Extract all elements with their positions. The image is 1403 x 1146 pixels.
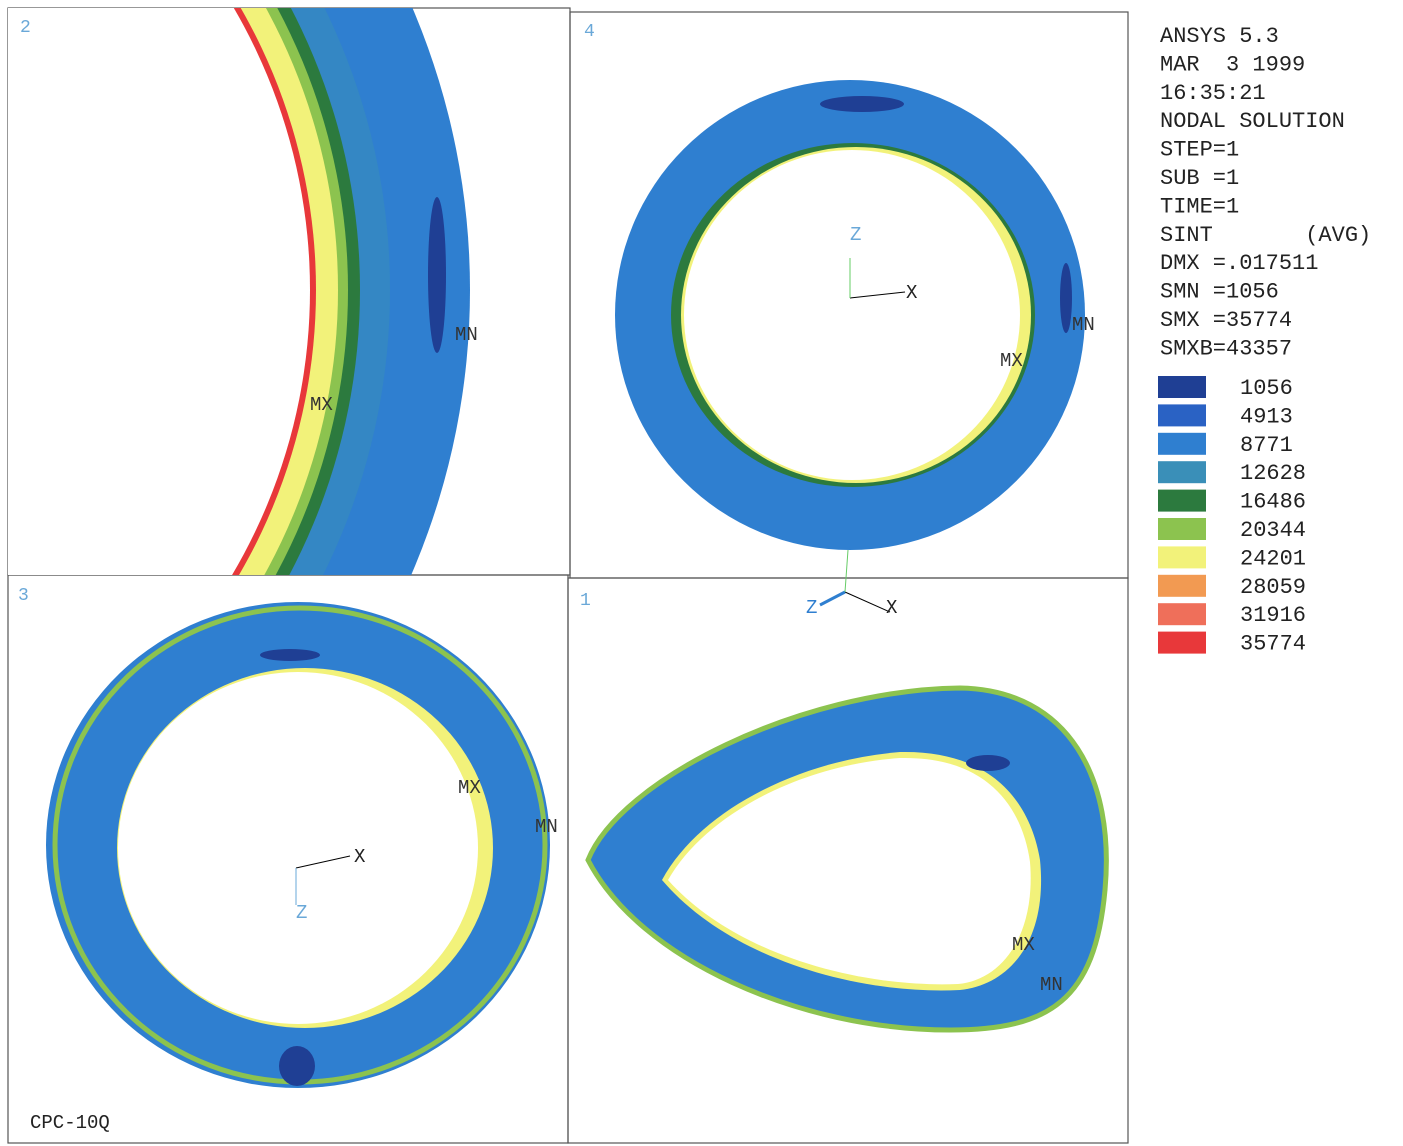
min-label: MN [535,816,558,838]
info-line: SMX =35774 [1160,308,1292,333]
viewport-number: 2 [20,18,31,38]
info-line: MAR 3 1999 [1160,52,1305,77]
max-label: MX [1012,934,1035,956]
legend-value: 8771 [1240,433,1293,458]
ring-iso-view [588,550,1106,1030]
legend-value: 35774 [1240,632,1306,657]
footer-label: CPC-10Q [30,1112,110,1134]
legend-swatch [1158,603,1206,625]
ring-front-view [615,80,1085,550]
ring-rear-view [46,602,550,1088]
legend-value: 4913 [1240,404,1293,429]
axis-label: X [886,597,898,619]
legend-value: 28059 [1240,575,1306,600]
info-line: ANSYS 5.3 [1160,24,1279,49]
axis-label: Z [296,902,307,924]
legend-value: 16486 [1240,490,1306,515]
axis-label: Z [806,597,817,619]
legend-swatch [1158,461,1206,483]
viewport-number: 1 [580,591,591,611]
min-label: MN [1072,314,1095,336]
min-label: MN [455,324,478,346]
max-label: MX [1000,350,1023,372]
info-line: TIME=1 [1160,194,1239,219]
info-panel: ANSYS 5.3 MAR 3 1999 16:35:21 NODAL SOLUTIO… [1158,24,1371,657]
legend-swatch [1158,404,1206,426]
ansys-plot: 2 MN MX 4 MN MX Z X 3 MX MN X Z 1 Z X MX… [0,0,1403,1146]
viewport-number: 3 [18,586,29,606]
legend-swatch [1158,376,1206,398]
info-line: SMN =1056 [1160,280,1279,305]
min-label: MN [1040,974,1063,996]
max-label: MX [310,394,333,416]
info-line: 16:35:21 [1160,81,1266,106]
viewport-number: 4 [584,22,595,42]
legend-value: 20344 [1240,518,1306,543]
axis-label: Z [850,224,861,246]
info-line: NODAL SOLUTION [1160,109,1345,134]
info-line: STEP=1 [1160,138,1239,163]
legend-value: 12628 [1240,461,1306,486]
axis-label: X [906,282,918,304]
max-label: MX [458,777,481,799]
legend-swatch [1158,518,1206,540]
info-line: DMX =.017511 [1160,251,1318,276]
legend-value: 31916 [1240,603,1306,628]
legend-swatch [1158,632,1206,654]
axis-label: X [354,846,366,868]
info-line: SMXB=43357 [1160,336,1292,361]
info-line: SUB =1 [1160,166,1239,191]
info-line: SINT (AVG) [1160,223,1371,248]
legend-swatch [1158,433,1206,455]
legend-swatch [1158,575,1206,597]
legend-value: 1056 [1240,376,1293,401]
legend-swatch [1158,546,1206,568]
legend-swatch [1158,490,1206,512]
legend-value: 24201 [1240,546,1306,571]
